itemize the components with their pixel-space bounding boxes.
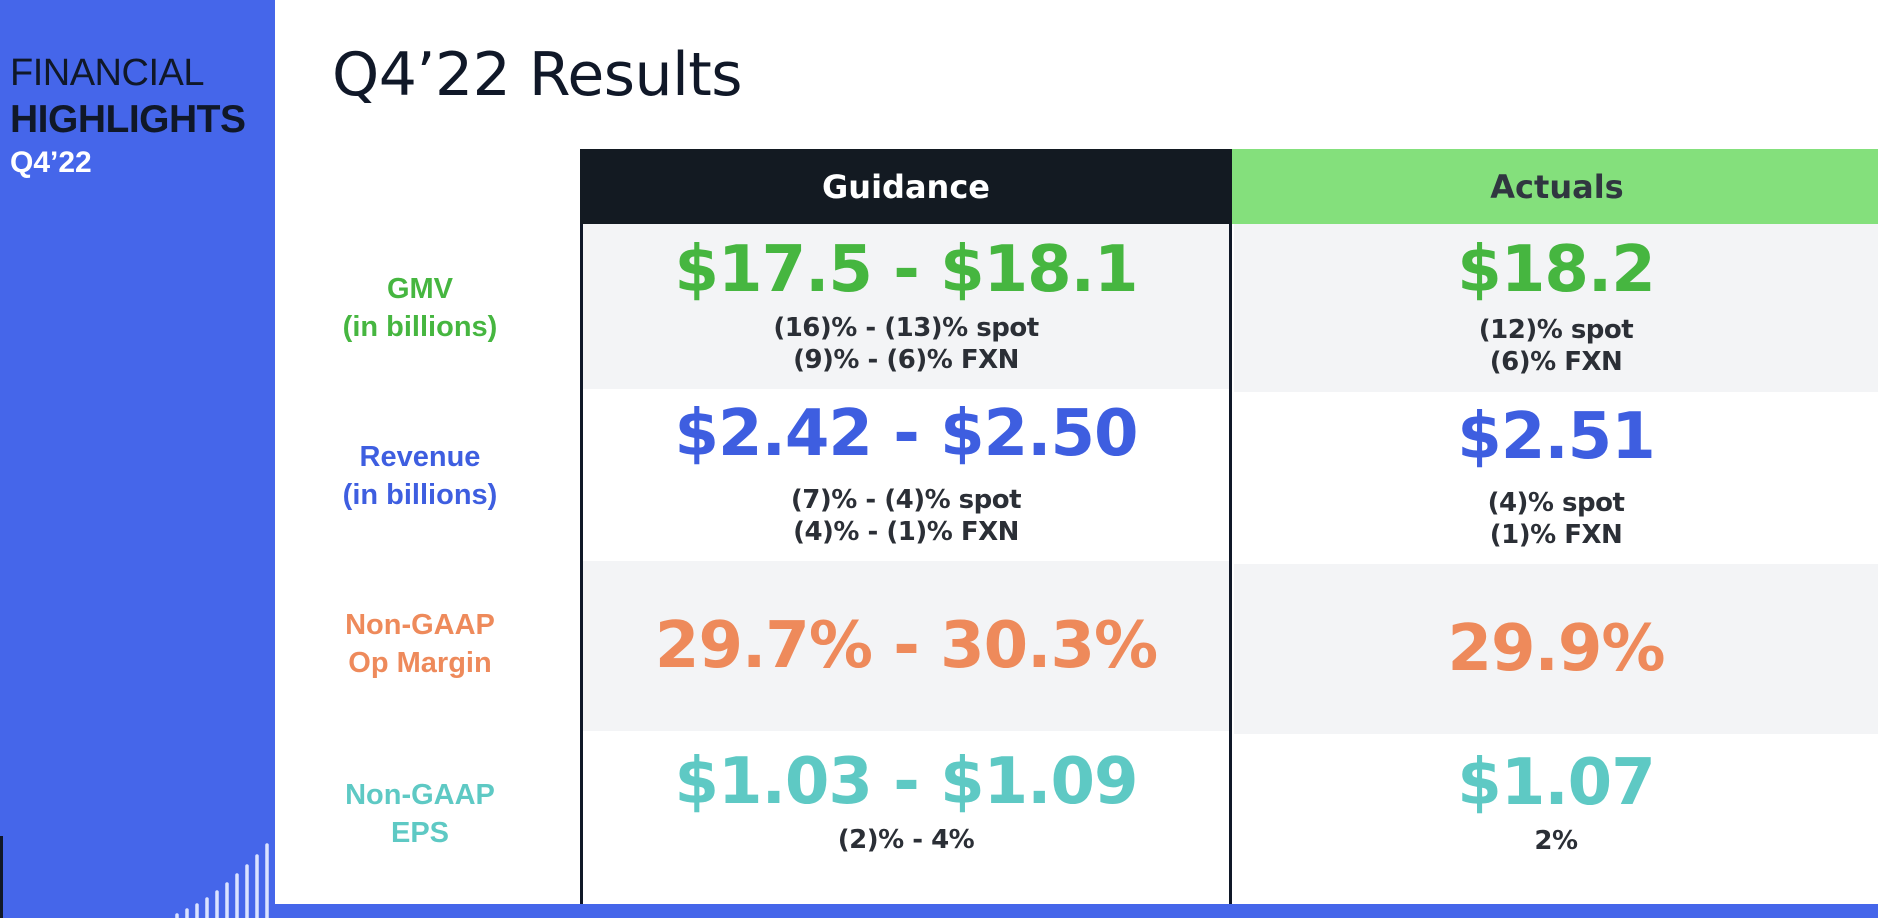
revenue-actual-fxn: (1)% FXN <box>1489 520 1623 550</box>
gmv-actual-value: $18.2 <box>1457 233 1655 307</box>
revenue-actual-spot: (4)% spot <box>1487 488 1625 518</box>
row-label-op-margin-line2: Op Margin <box>348 647 492 679</box>
actuals-header: Actuals <box>1232 149 1878 224</box>
row-label-eps: Non-GAAP EPS <box>300 776 540 852</box>
eps-guidance-value: $1.03 - $1.09 <box>674 744 1139 819</box>
row-label-gmv-line2: (in billions) <box>342 311 498 343</box>
gmv-actual-fxn: (6)% FXN <box>1489 347 1623 377</box>
gmv-guidance-fxn: (9)% - (6)% FXN <box>793 344 1019 375</box>
eps-actual-change: 2% <box>1534 826 1578 856</box>
guidance-header: Guidance <box>580 149 1232 224</box>
eps-guidance-change: (2)% - 4% <box>837 824 975 855</box>
table-column-divider <box>1229 224 1232 904</box>
row-label-op-margin-line1: Non-GAAP <box>345 609 495 641</box>
row-label-eps-line1: Non-GAAP <box>345 779 495 811</box>
row-label-gmv-line1: GMV <box>386 273 454 305</box>
revenue-guidance-value: $2.42 - $2.50 <box>674 397 1139 471</box>
op-margin-guidance-cell: 29.7% - 30.3% <box>583 561 1229 731</box>
bottom-accent-bar <box>275 904 1878 918</box>
op-margin-actual-cell: 29.9% <box>1234 564 1878 734</box>
table-left-border <box>580 224 583 904</box>
row-label-gmv: GMV (in billions) <box>300 270 540 346</box>
sidebar-title-line1: FINANCIAL <box>10 52 204 94</box>
row-label-revenue-line2: (in billions) <box>342 479 498 511</box>
row-label-revenue-line1: Revenue <box>359 441 481 473</box>
eps-actual-cell: $1.07 2% <box>1234 734 1878 904</box>
op-margin-actual-value: 29.9% <box>1447 612 1665 686</box>
row-label-revenue: Revenue (in billions) <box>300 438 540 514</box>
page-title: Q4’22 Results <box>332 40 743 110</box>
gmv-actual-cell: $18.2 (12)% spot (6)% FXN <box>1234 224 1878 392</box>
sidebar-title-line2: HIGHLIGHTS <box>10 98 246 141</box>
gmv-actual-spot: (12)% spot <box>1478 315 1634 345</box>
gmv-guidance-value: $17.5 - $18.1 <box>674 232 1139 307</box>
eps-guidance-cell: $1.03 - $1.09 (2)% - 4% <box>583 731 1229 904</box>
eps-actual-value: $1.07 <box>1457 746 1655 820</box>
gmv-guidance-spot: (16)% - (13)% spot <box>773 312 1039 343</box>
row-label-op-margin: Non-GAAP Op Margin <box>300 606 540 682</box>
op-margin-guidance-value: 29.7% - 30.3% <box>654 609 1158 683</box>
revenue-guidance-spot: (7)% - (4)% spot <box>790 485 1022 515</box>
revenue-guidance-fxn: (4)% - (1)% FXN <box>793 517 1019 547</box>
gmv-guidance-cell: $17.5 - $18.1 (16)% - (13)% spot (9)% - … <box>583 224 1229 389</box>
sidebar: FINANCIAL HIGHLIGHTS Q4’22 <box>0 0 275 918</box>
bar-graphic-icon <box>175 843 269 918</box>
sidebar-quarter: Q4’22 <box>10 146 92 179</box>
revenue-actual-cell: $2.51 (4)% spot (1)% FXN <box>1234 392 1878 564</box>
row-label-eps-line2: EPS <box>390 817 450 849</box>
revenue-actual-value: $2.51 <box>1457 400 1655 474</box>
sidebar-edge-strip <box>0 836 3 918</box>
revenue-guidance-cell: $2.42 - $2.50 (7)% - (4)% spot (4)% - (1… <box>583 389 1229 561</box>
results-table: Guidance Actuals $17.5 - $18.1 (16)% - (… <box>580 149 1878 904</box>
